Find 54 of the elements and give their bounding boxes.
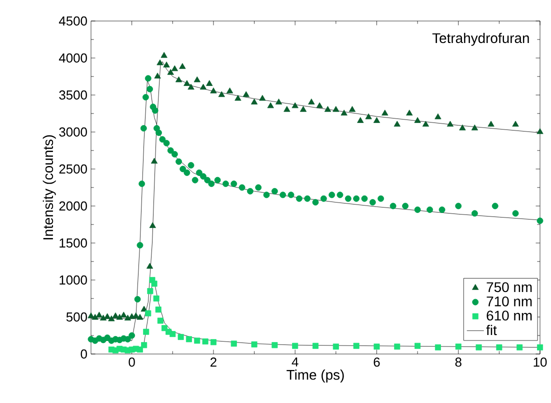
- point: [153, 296, 160, 302]
- point: [194, 338, 200, 344]
- x-tick-label: 4: [292, 358, 298, 366]
- point: [496, 344, 502, 350]
- point: [476, 344, 482, 350]
- annotation: Tetrahydrofuran: [432, 32, 529, 46]
- point: [202, 338, 208, 344]
- point: [151, 280, 158, 287]
- legend-label: fit: [486, 324, 497, 336]
- point: [394, 344, 400, 350]
- y-tick-label: 2000: [59, 201, 87, 211]
- point: [147, 288, 154, 294]
- point: [292, 342, 298, 349]
- point: [145, 310, 152, 316]
- point: [155, 306, 162, 313]
- y-tick-label: 4000: [58, 53, 87, 63]
- y-axis-title: Intensity (counts): [42, 135, 56, 240]
- legend-label: 750 nm: [486, 282, 532, 292]
- point: [136, 346, 143, 353]
- point: [434, 344, 441, 350]
- point: [353, 342, 360, 349]
- y-tick-label: 2500: [59, 164, 87, 174]
- y-tick-label: 1500: [60, 238, 87, 248]
- point: [414, 342, 421, 349]
- point: [272, 342, 278, 348]
- point: [186, 336, 192, 342]
- point: [230, 340, 237, 347]
- point: [516, 344, 523, 350]
- x-tick-label: 0: [128, 358, 135, 367]
- y-tick-label: 1000: [60, 275, 87, 285]
- point: [455, 344, 462, 350]
- y-tick-label: 0: [80, 349, 87, 359]
- x-tick-label: 8: [455, 358, 462, 367]
- point: [251, 341, 258, 348]
- x-tick-label: 6: [374, 358, 380, 367]
- point: [170, 331, 176, 338]
- y-tick-label: 3000: [59, 127, 87, 137]
- y-tick-label: 500: [66, 312, 87, 322]
- point: [143, 328, 150, 335]
- point: [332, 344, 339, 350]
- x-tick-label: 2: [210, 358, 216, 367]
- y-tick-label: 3500: [59, 90, 87, 100]
- point: [537, 344, 544, 350]
- point: [210, 339, 216, 346]
- y-tick-label: 4500: [58, 16, 87, 26]
- x-axis-title: Time (ps): [286, 370, 344, 383]
- legend-label: 610 nm: [486, 310, 532, 321]
- x-tick-label: 10: [534, 358, 547, 367]
- point: [141, 342, 148, 348]
- legend-label: 710 nm: [486, 296, 532, 306]
- point: [374, 344, 380, 350]
- point: [157, 318, 164, 324]
- point: [178, 334, 184, 340]
- point: [312, 342, 319, 349]
